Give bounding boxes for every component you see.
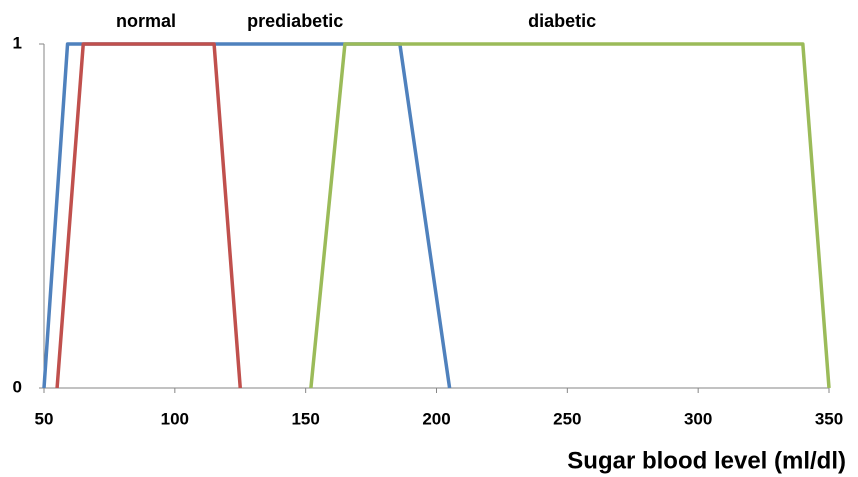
x-tick-label: 350 — [815, 409, 843, 428]
x-tick-label: 200 — [422, 409, 450, 428]
x-axis-label: Sugar blood level (ml/dl) — [567, 447, 846, 474]
annotation: diabetic — [528, 11, 596, 31]
x-tick-label: 150 — [291, 409, 319, 428]
x-tick-label: 250 — [553, 409, 581, 428]
y-tick-label: 1 — [13, 33, 22, 52]
x-tick-label: 300 — [684, 409, 712, 428]
annotation: normal — [116, 11, 176, 31]
annotation: prediabetic — [247, 11, 343, 31]
x-tick-label: 50 — [35, 409, 54, 428]
series-line — [42, 42, 452, 389]
series-line — [309, 42, 831, 389]
y-tick-label: 0 — [13, 377, 22, 396]
x-tick-label: 100 — [161, 409, 189, 428]
series-line — [55, 42, 242, 389]
